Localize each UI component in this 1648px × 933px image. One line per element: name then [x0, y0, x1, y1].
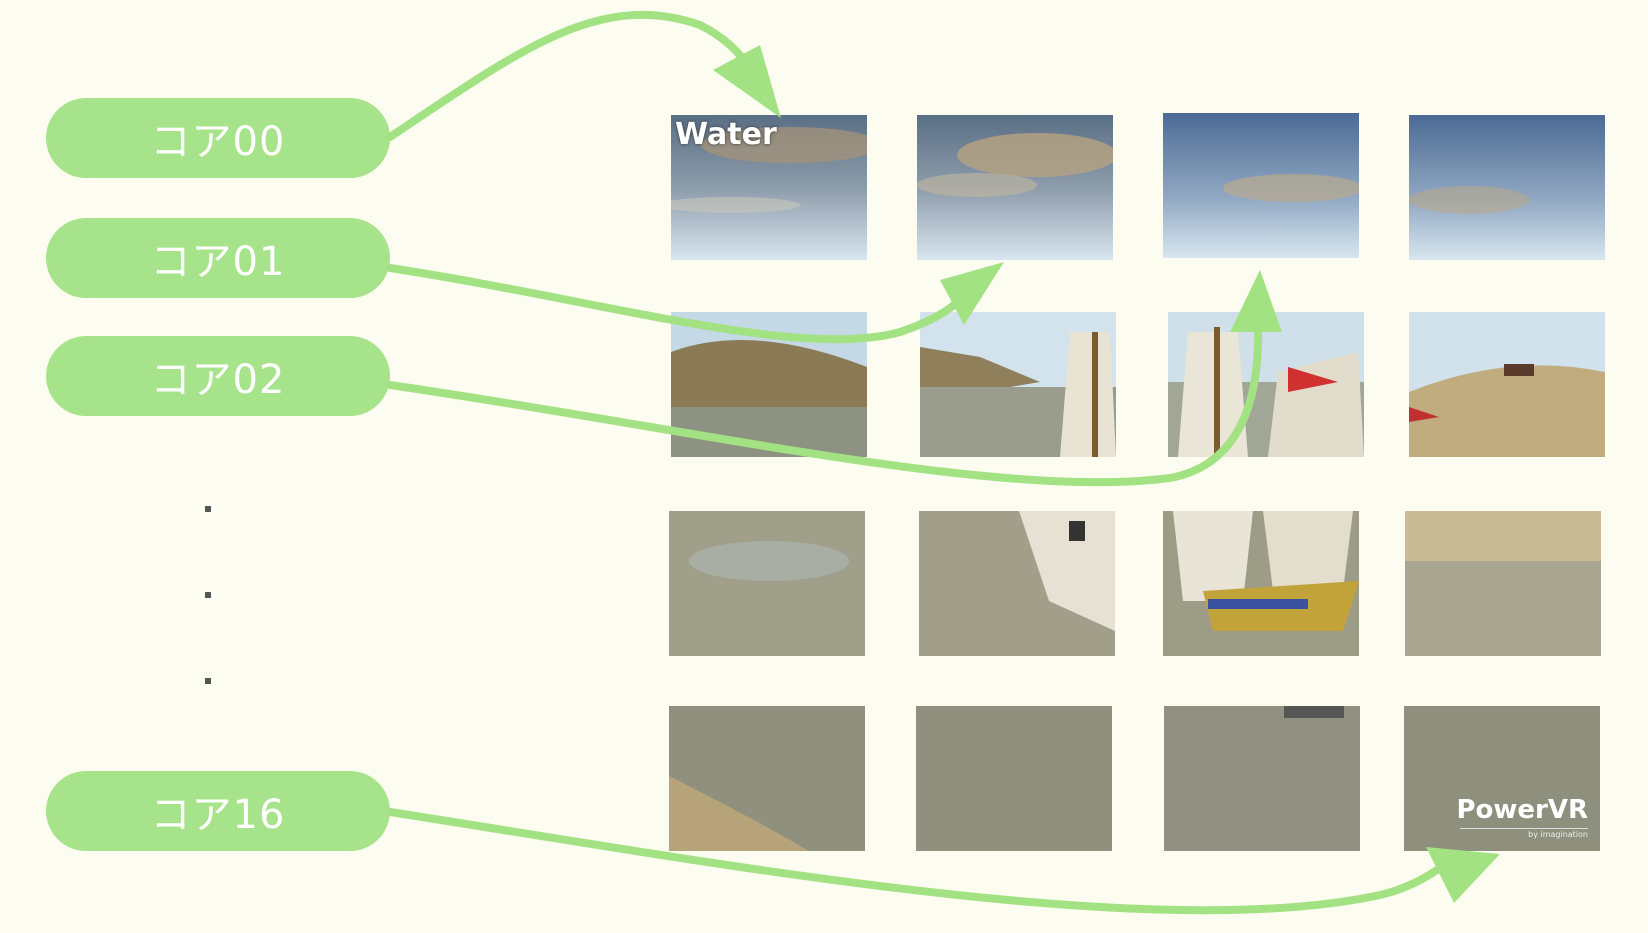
powervr-logo-sub: by imagination [1460, 828, 1588, 839]
core-00-label: コア00 [46, 98, 390, 178]
tile-r3-c2 [919, 511, 1115, 656]
tile-r1-c4 [1409, 115, 1605, 260]
powervr-logo: PowerVR [1456, 795, 1588, 825]
arrowhead-core00 [713, 45, 781, 118]
tile-r2-c4 [1409, 312, 1605, 457]
core-02-label: コア02 [46, 336, 390, 416]
tile-r3-c4 [1405, 511, 1601, 656]
tile-r1-c3 [1163, 113, 1359, 258]
tile-r1-c2 [917, 115, 1113, 260]
ellipsis-dot [205, 678, 211, 684]
tile-r4-c2 [916, 706, 1112, 851]
tile-r1-c1: Water [671, 115, 867, 260]
tile-title: Water [675, 117, 777, 152]
tile-r2-c3 [1168, 312, 1364, 457]
arrowhead-core16 [1426, 847, 1500, 903]
tile-r2-c1 [671, 312, 867, 457]
tile-r4-c3 [1164, 706, 1360, 851]
tile-r3-c3 [1163, 511, 1359, 656]
tile-r2-c2 [920, 312, 1116, 457]
tile-r4-c4: PowerVR by imagination [1404, 706, 1600, 851]
ellipsis-dot [205, 592, 211, 598]
tile-r4-c1 [669, 706, 865, 851]
core-01-label: コア01 [46, 218, 390, 298]
ellipsis-dot [205, 506, 211, 512]
tile-r3-c1 [669, 511, 865, 656]
core-16-label: コア16 [46, 771, 390, 851]
